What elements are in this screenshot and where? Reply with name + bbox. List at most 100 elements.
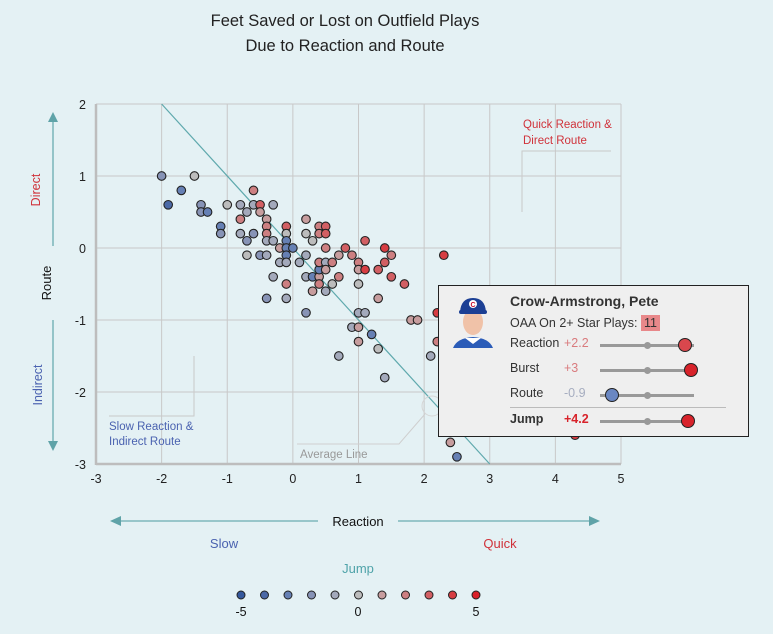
data-point[interactable] — [281, 279, 292, 289]
annotation-connector-top-right — [521, 150, 611, 212]
data-point[interactable] — [301, 214, 311, 225]
data-point[interactable] — [156, 171, 167, 181]
data-point[interactable] — [320, 286, 331, 297]
player-tooltip: C Crow-Armstrong, Pete OAA On 2+ Star Pl… — [438, 285, 749, 437]
metric-label: Jump — [510, 412, 544, 426]
data-point[interactable] — [281, 257, 292, 268]
data-point[interactable] — [373, 264, 384, 275]
data-point[interactable] — [235, 199, 246, 210]
data-point[interactable] — [235, 228, 246, 239]
legend-swatch — [424, 590, 434, 600]
data-point[interactable] — [379, 372, 390, 383]
data-point[interactable] — [353, 336, 364, 347]
y-arrow-down-icon — [48, 441, 58, 451]
metric-slider-track — [600, 414, 696, 428]
data-point[interactable] — [268, 199, 279, 210]
data-point[interactable] — [360, 307, 370, 318]
data-point[interactable] — [320, 243, 331, 253]
slider-knob — [605, 388, 620, 402]
slider-knob — [677, 338, 692, 352]
x-arrow-right-icon — [589, 516, 600, 526]
data-point[interactable] — [288, 243, 298, 253]
data-point[interactable] — [353, 279, 364, 289]
metric-slider-track — [600, 388, 694, 402]
data-point[interactable] — [261, 250, 272, 261]
data-point[interactable] — [327, 279, 338, 289]
y-word-direct: Direct — [29, 173, 43, 206]
metric-label: Route — [510, 386, 544, 400]
data-point[interactable] — [386, 250, 397, 261]
legend-label-max: 5 — [473, 605, 480, 619]
metric-value: +2.2 — [564, 336, 589, 350]
legend-swatch — [260, 590, 269, 600]
data-point[interactable] — [425, 351, 436, 361]
data-point[interactable] — [248, 185, 259, 196]
metric-value: -0.9 — [564, 386, 586, 400]
oaa-label: OAA On 2+ Star Plays: — [510, 316, 638, 330]
data-point[interactable] — [202, 207, 213, 217]
data-point[interactable] — [327, 257, 338, 268]
data-point[interactable] — [333, 250, 344, 261]
data-point[interactable] — [438, 250, 449, 261]
data-point[interactable] — [242, 250, 252, 261]
y-tick-label: 2 — [79, 98, 86, 112]
data-point[interactable] — [222, 199, 233, 210]
data-point[interactable] — [320, 228, 331, 239]
x-tick-label: 5 — [618, 472, 625, 486]
y-tick-label: -3 — [75, 458, 86, 472]
data-point[interactable] — [452, 451, 462, 462]
data-point[interactable] — [301, 250, 311, 261]
data-point[interactable] — [399, 279, 410, 289]
slider-knob — [681, 414, 696, 428]
data-point[interactable] — [340, 243, 351, 253]
data-point[interactable] — [379, 243, 390, 253]
data-point[interactable] — [235, 214, 246, 225]
data-point[interactable] — [320, 264, 331, 275]
y-tick-label: -1 — [75, 314, 86, 328]
tooltip-row-burst: Burst +3 — [510, 361, 740, 379]
data-point[interactable] — [189, 171, 200, 181]
data-point[interactable] — [242, 207, 252, 217]
data-point[interactable] — [242, 235, 252, 246]
data-point[interactable] — [215, 228, 226, 239]
data-point[interactable] — [412, 315, 423, 325]
data-point[interactable] — [347, 250, 357, 261]
legend-swatch — [471, 590, 481, 600]
data-point[interactable] — [379, 257, 390, 268]
data-point[interactable] — [281, 293, 292, 304]
annotation-top-right-line-1: Quick Reaction & — [523, 119, 612, 131]
data-point[interactable] — [176, 185, 187, 196]
data-point[interactable] — [314, 279, 324, 289]
data-point[interactable] — [307, 235, 318, 246]
y-tick-label: -2 — [75, 386, 86, 400]
data-point[interactable] — [268, 271, 279, 282]
data-point[interactable] — [255, 207, 265, 217]
metric-label: Burst — [510, 361, 540, 375]
data-point[interactable] — [366, 329, 377, 340]
data-point[interactable] — [353, 322, 364, 333]
data-point[interactable] — [333, 351, 344, 361]
data-point[interactable] — [301, 228, 311, 239]
slider-average-marker — [644, 391, 651, 399]
data-point[interactable] — [301, 307, 311, 318]
data-point[interactable] — [248, 228, 259, 239]
data-point[interactable] — [373, 293, 384, 304]
data-point[interactable] — [163, 199, 174, 210]
data-point[interactable] — [445, 437, 456, 448]
legend — [236, 590, 481, 600]
data-point[interactable] — [386, 271, 397, 282]
x-tick-label: 4 — [552, 472, 559, 486]
data-point[interactable] — [373, 343, 384, 354]
data-point[interactable] — [360, 235, 370, 246]
data-point[interactable] — [307, 286, 318, 297]
data-point[interactable] — [333, 271, 344, 282]
data-point[interactable] — [294, 257, 305, 268]
tooltip-row-reaction: Reaction +2.2 — [510, 336, 740, 354]
legend-swatch — [401, 590, 410, 600]
data-point[interactable] — [268, 235, 279, 246]
data-point[interactable] — [360, 264, 370, 275]
data-point[interactable] — [261, 293, 272, 304]
annotation-bottom-left-line-1: Slow Reaction & — [109, 421, 194, 433]
x-arrow-left-icon — [110, 516, 121, 526]
